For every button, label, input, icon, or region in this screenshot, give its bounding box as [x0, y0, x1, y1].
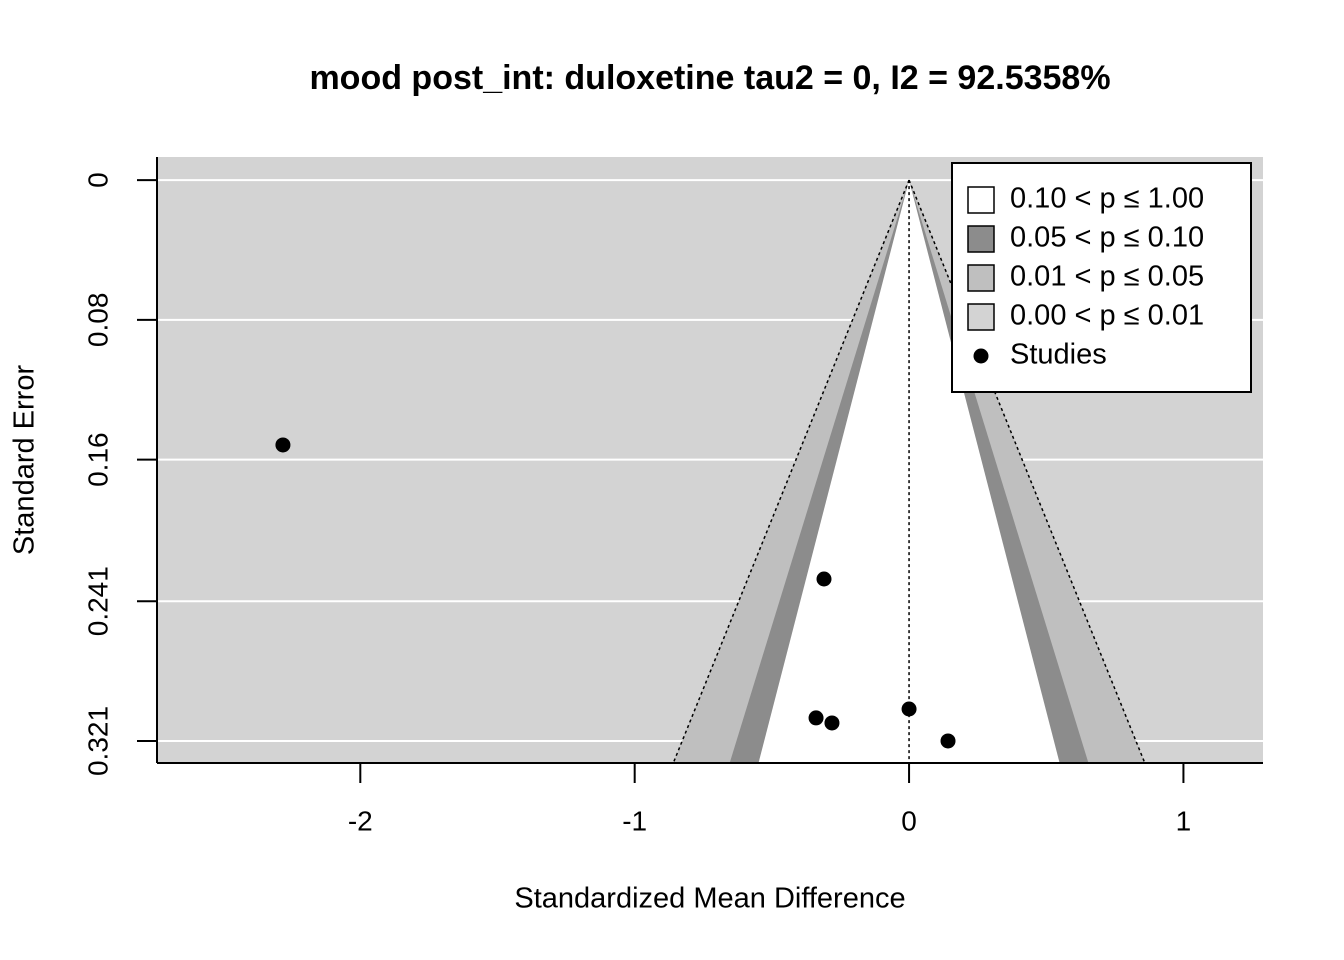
legend-marker	[973, 348, 989, 364]
x-tick-label: 1	[1176, 805, 1192, 836]
x-tick-label: -1	[622, 805, 647, 836]
funnel-edge	[672, 179, 910, 764]
x-tick-label: 0	[901, 805, 917, 836]
y-tick-label: 0.08	[82, 293, 113, 348]
legend-swatch	[967, 225, 995, 253]
y-tick-label: 0.241	[82, 566, 113, 636]
study-point	[808, 710, 824, 726]
y-axis-label: Standard Error	[9, 365, 41, 556]
study-point	[816, 571, 832, 587]
study-point	[901, 701, 917, 717]
study-point	[275, 437, 291, 453]
y-tick-label: 0	[82, 172, 113, 188]
legend-label: 0.01 < p ≤ 0.05	[1010, 261, 1204, 293]
funnel-edge	[908, 179, 1146, 764]
x-tick-label: -2	[348, 805, 373, 836]
legend-box	[951, 162, 1252, 393]
study-point	[940, 733, 956, 749]
x-axis-label: Standardized Mean Difference	[514, 883, 905, 915]
legend-label: 0.10 < p ≤ 1.00	[1010, 183, 1204, 215]
legend-swatch	[967, 186, 995, 214]
legend-swatch	[967, 264, 995, 292]
y-tick-label: 0.321	[82, 706, 113, 776]
study-point	[824, 715, 840, 731]
legend-label: Studies	[1010, 339, 1107, 371]
contour-region	[758, 180, 1060, 764]
chart-title: mood post_int: duloxetine tau2 = 0, I2 =…	[309, 59, 1110, 97]
y-tick-label: 0.16	[82, 432, 113, 487]
legend-label: 0.00 < p ≤ 0.01	[1010, 300, 1204, 332]
legend-swatch	[967, 303, 995, 331]
legend-label: 0.05 < p ≤ 0.10	[1010, 222, 1204, 254]
